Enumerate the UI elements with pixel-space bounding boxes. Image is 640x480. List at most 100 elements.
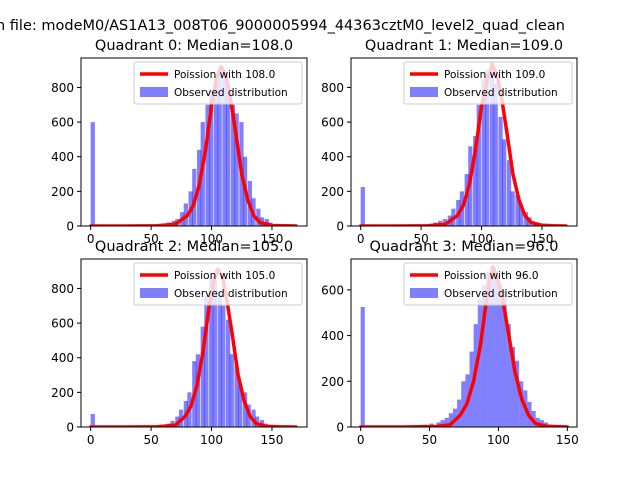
histogram-bar: [514, 360, 520, 427]
histogram-bar: [200, 326, 205, 427]
histogram-bar: [464, 174, 469, 226]
histogram-bar: [217, 291, 222, 427]
legend-observed-swatch: [410, 288, 438, 298]
histogram-bar: [90, 414, 95, 427]
y-tick-label: 0: [336, 421, 344, 435]
histogram-bar: [448, 413, 453, 427]
x-tick-label: 150: [260, 433, 283, 447]
legend-observed-label: Observed distribution: [174, 87, 288, 99]
histogram-bar: [476, 104, 481, 226]
histogram-bar: [489, 61, 495, 226]
quadrant-2-panel: 0 50 100 150 0 200 400 600 800 Quadrant 2: Median…: [51, 239, 308, 447]
x-tick-label: 50: [143, 232, 158, 246]
quadrant-0-panel: 0 50 100 150 0 200 400 600 800 Quadrant 0: Median…: [51, 38, 308, 246]
axes-frame: [350, 57, 578, 227]
legend-observed-label: Observed distribution: [444, 87, 558, 99]
legend-poisson-label: Poission with 96.0: [444, 270, 539, 282]
axes-frame: [80, 258, 308, 428]
y-tick-label: 200: [51, 185, 74, 199]
histogram-bar: [205, 104, 210, 226]
x-tick-label: 0: [87, 433, 95, 447]
y-tick-label: 0: [66, 421, 74, 435]
histogram-bar: [519, 381, 524, 427]
x-tick-label: 100: [200, 433, 223, 447]
histogram-bar: [217, 70, 222, 226]
histogram-bar: [486, 271, 491, 427]
histogram-bar: [234, 364, 239, 427]
legend-poisson-label: Poission with 105.0: [174, 270, 275, 282]
histogram-bar: [510, 191, 515, 226]
histogram-bar: [230, 104, 236, 226]
histogram-bar: [473, 135, 478, 226]
axes-frame: [80, 57, 308, 227]
x-tick-label: 100: [200, 232, 223, 246]
histogram-bar: [195, 354, 201, 427]
legend-observed-label: Observed distribution: [444, 288, 558, 300]
histogram-bar: [212, 279, 217, 427]
histogram-bar: [234, 113, 239, 226]
legend-observed-label: Observed distribution: [174, 288, 288, 300]
histogram-bar: [209, 90, 214, 226]
x-tick-label: 50: [143, 433, 158, 447]
histogram-bar: [493, 83, 498, 226]
histogram-bar: [498, 116, 503, 226]
histogram-bar: [90, 122, 95, 226]
histogram-bar: [515, 194, 520, 226]
legend-box: [403, 61, 573, 105]
x-tick-label: 50: [413, 232, 428, 246]
x-tick-label: 100: [487, 433, 510, 447]
histogram-bar: [238, 385, 243, 427]
x-tick-label: 50: [422, 433, 437, 447]
figure-suptitle: n file: modeM0/AS1A13_008T06_9000005994_…: [0, 18, 565, 34]
legend-box: [403, 262, 573, 306]
histogram-bar: [502, 289, 507, 427]
x-tick-label: 150: [530, 232, 553, 246]
histogram-bar: [213, 80, 219, 226]
histogram-bar: [360, 307, 365, 427]
histogram-bar: [242, 392, 248, 427]
legend-poisson-label: Poission with 108.0: [174, 69, 275, 81]
y-tick-label: 400: [321, 150, 344, 164]
y-tick-label: 200: [321, 185, 344, 199]
quadrant-3-panel: 0 50 100 150 0 200 400 600 Quadrant 3: Median=96…: [321, 239, 579, 447]
y-tick-label: 600: [51, 317, 74, 331]
histogram-bar: [477, 299, 482, 427]
histogram-bar: [209, 276, 214, 427]
histogram-bar: [457, 399, 462, 427]
legend: Poission with 96.0 Observed distribution: [403, 262, 573, 306]
y-tick-label: 800: [51, 282, 74, 296]
histogram-bar: [221, 305, 226, 427]
legend: Poission with 109.0 Observed distribution: [403, 61, 573, 105]
histogram-bar: [490, 267, 495, 427]
x-tick-label: 150: [260, 232, 283, 246]
histogram-bar: [444, 417, 449, 427]
x-tick-label: 0: [357, 232, 365, 246]
histogram-bar: [518, 205, 524, 226]
y-tick-label: 200: [51, 386, 74, 400]
legend-box: [133, 61, 303, 105]
y-tick-label: 400: [321, 329, 344, 343]
histogram-bar: [229, 354, 234, 427]
histogram-bar: [222, 73, 227, 226]
legend-poisson-label: Poission with 109.0: [444, 69, 545, 81]
histogram-bar: [506, 160, 512, 226]
y-tick-label: 800: [51, 81, 74, 95]
quadrant-title: Quadrant 2: Median=105.0: [95, 239, 293, 255]
histogram-bar: [255, 416, 260, 427]
histogram-bar: [481, 78, 486, 226]
histogram-bar: [502, 139, 507, 226]
histogram-bar: [256, 208, 261, 226]
legend-observed-swatch: [410, 87, 438, 97]
quadrant-title: Quadrant 0: Median=108.0: [95, 38, 293, 54]
histogram-bar: [204, 295, 209, 427]
histogram-bar: [498, 285, 503, 427]
x-tick-label: 100: [470, 232, 493, 246]
y-tick-label: 600: [321, 116, 344, 130]
x-tick-label: 150: [556, 433, 579, 447]
histogram-bar: [226, 83, 231, 226]
y-tick-label: 600: [51, 116, 74, 130]
y-tick-label: 200: [321, 375, 344, 389]
legend: Poission with 108.0 Observed distribution: [133, 61, 303, 105]
axes-frame: [350, 258, 578, 428]
y-tick-label: 400: [51, 150, 74, 164]
